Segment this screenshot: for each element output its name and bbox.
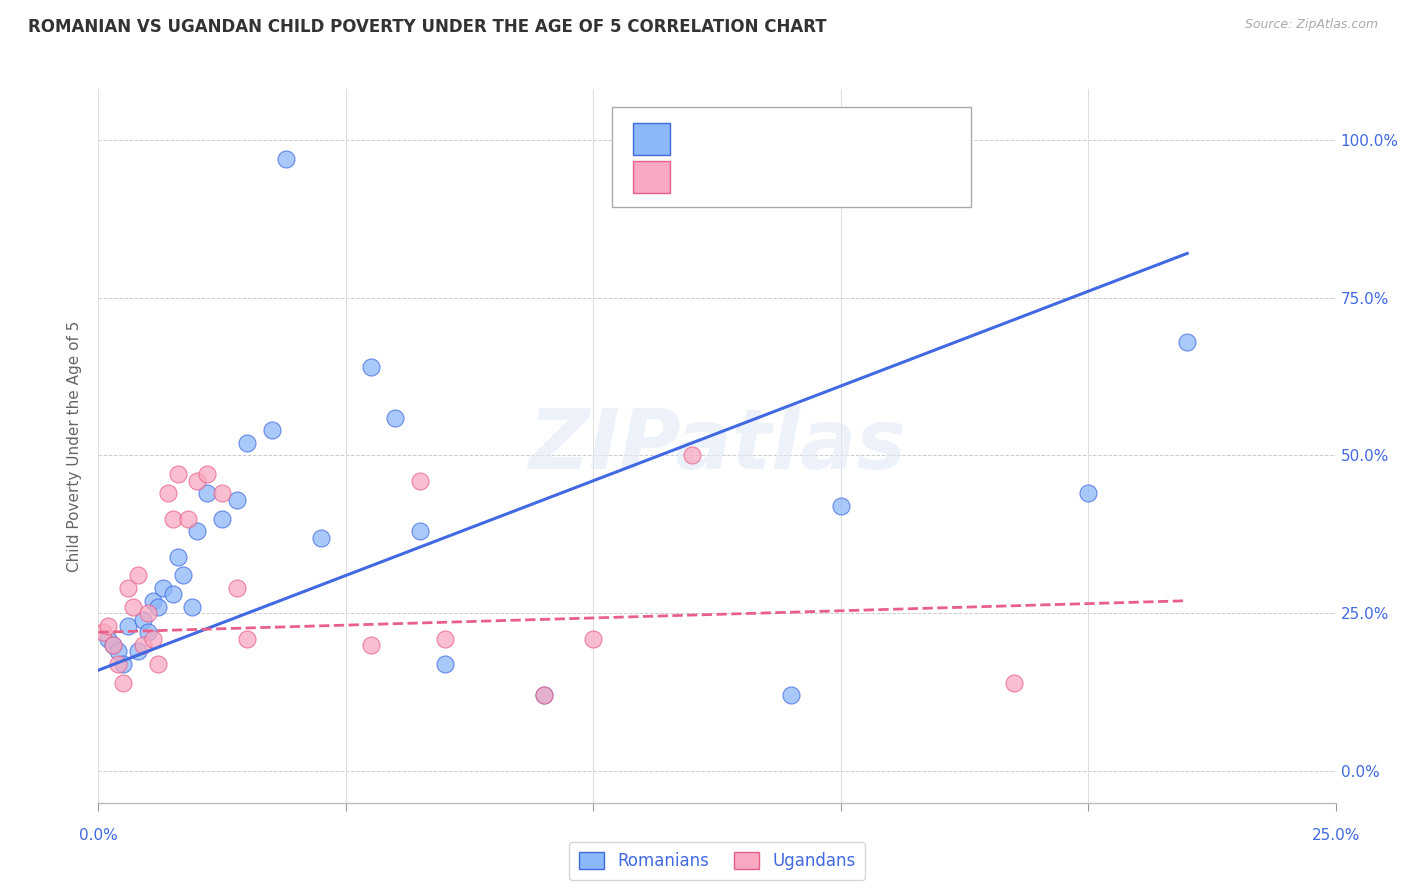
Point	[830, 499, 852, 513]
Point	[146, 600, 169, 615]
Point	[97, 619, 120, 633]
Text: N = 30: N = 30	[835, 128, 893, 146]
Point	[433, 657, 456, 671]
Point	[142, 593, 165, 607]
Text: ROMANIAN VS UGANDAN CHILD POVERTY UNDER THE AGE OF 5 CORRELATION CHART: ROMANIAN VS UGANDAN CHILD POVERTY UNDER …	[28, 18, 827, 36]
Point	[172, 568, 194, 582]
Point	[136, 607, 159, 621]
Point	[681, 449, 703, 463]
Text: 25.0%: 25.0%	[1312, 828, 1360, 843]
Point	[360, 360, 382, 375]
Point	[117, 619, 139, 633]
Point	[195, 486, 218, 500]
Point	[176, 511, 198, 525]
Point	[360, 638, 382, 652]
Point	[166, 467, 188, 482]
Point	[152, 581, 174, 595]
FancyBboxPatch shape	[633, 123, 671, 155]
Point	[122, 600, 145, 615]
Point	[409, 524, 432, 539]
Point	[533, 689, 555, 703]
Point	[433, 632, 456, 646]
Point	[97, 632, 120, 646]
Point	[1002, 675, 1025, 690]
Point	[309, 531, 332, 545]
Point	[211, 511, 233, 525]
Text: R = 0.547: R = 0.547	[682, 128, 766, 146]
Point	[127, 644, 149, 658]
Point	[162, 587, 184, 601]
Point	[780, 689, 803, 703]
Point	[103, 638, 125, 652]
Text: Source: ZipAtlas.com: Source: ZipAtlas.com	[1244, 18, 1378, 31]
Point	[384, 410, 406, 425]
Point	[112, 675, 135, 690]
FancyBboxPatch shape	[612, 107, 970, 207]
Point	[1175, 334, 1198, 349]
Point	[136, 625, 159, 640]
Text: N = 29: N = 29	[835, 168, 893, 186]
Point	[107, 657, 129, 671]
Point	[146, 657, 169, 671]
Text: ZIPatlas: ZIPatlas	[529, 406, 905, 486]
Point	[226, 581, 249, 595]
Point	[533, 689, 555, 703]
Point	[142, 632, 165, 646]
FancyBboxPatch shape	[633, 161, 671, 193]
Point	[107, 644, 129, 658]
Point	[166, 549, 188, 564]
Point	[195, 467, 218, 482]
Point	[1077, 486, 1099, 500]
Point	[236, 435, 259, 450]
Y-axis label: Child Poverty Under the Age of 5: Child Poverty Under the Age of 5	[66, 320, 82, 572]
Point	[132, 638, 155, 652]
Point	[582, 632, 605, 646]
Point	[127, 568, 149, 582]
Point	[186, 524, 208, 539]
Point	[93, 625, 115, 640]
Point	[260, 423, 283, 437]
Point	[236, 632, 259, 646]
Point	[103, 638, 125, 652]
Text: 0.0%: 0.0%	[79, 828, 118, 843]
Point	[186, 474, 208, 488]
Point	[156, 486, 179, 500]
Point	[117, 581, 139, 595]
Point	[132, 613, 155, 627]
Point	[226, 492, 249, 507]
Text: R = 0.045: R = 0.045	[682, 168, 766, 186]
Legend: Romanians, Ugandans: Romanians, Ugandans	[568, 842, 866, 880]
Point	[211, 486, 233, 500]
Point	[181, 600, 204, 615]
Point	[409, 474, 432, 488]
Point	[276, 152, 298, 166]
Point	[112, 657, 135, 671]
Point	[162, 511, 184, 525]
